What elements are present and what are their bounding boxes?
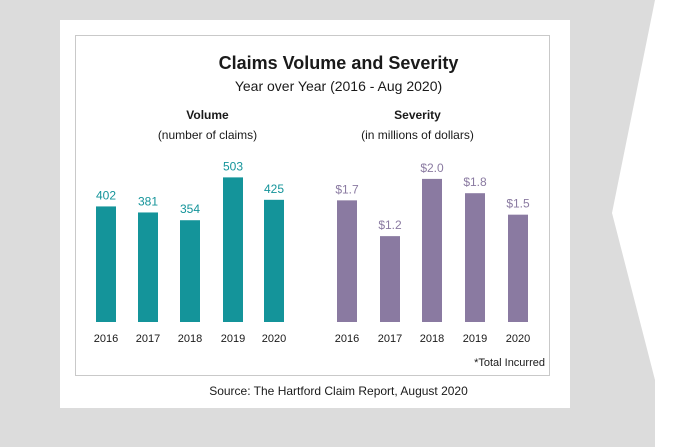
severity-value-label-2019: $1.8 bbox=[463, 175, 487, 189]
volume-value-label-2017: 381 bbox=[138, 194, 158, 208]
volume-bar-2018 bbox=[180, 220, 200, 322]
source-text: Source: The Hartford Claim Report, Augus… bbox=[209, 384, 468, 398]
volume-value-label-2019: 503 bbox=[223, 159, 243, 173]
volume-tick-label-2018: 2018 bbox=[178, 333, 202, 345]
chart-frame bbox=[75, 35, 550, 376]
severity-bar-2018 bbox=[422, 178, 442, 322]
severity-bar-2020 bbox=[508, 214, 528, 322]
volume-bar-2020 bbox=[264, 199, 284, 322]
volume-tick-label-2016: 2016 bbox=[94, 333, 118, 345]
volume-tick-label-2017: 2017 bbox=[136, 333, 160, 345]
severity-value-label-2017: $1.2 bbox=[378, 218, 402, 232]
severity-tick-label-2019: 2019 bbox=[463, 333, 487, 345]
severity-tick-label-2018: 2018 bbox=[420, 333, 444, 345]
severity-value-label-2020: $1.5 bbox=[506, 197, 530, 211]
volume-tick-label-2020: 2020 bbox=[262, 333, 286, 345]
chart-subtitle: Year over Year (2016 - Aug 2020) bbox=[234, 78, 443, 94]
volume-tick-label-2019: 2019 bbox=[221, 333, 245, 345]
volume-panel-title: Volume bbox=[186, 108, 229, 122]
severity-value-label-2018: $2.0 bbox=[420, 161, 444, 175]
total-incurred-note: *Total Incurred bbox=[474, 357, 545, 369]
volume-value-label-2016: 402 bbox=[96, 188, 116, 202]
volume-bar-2019 bbox=[223, 177, 243, 322]
severity-bar-2019 bbox=[465, 193, 485, 322]
severity-panel-subtitle: (in millions of dollars) bbox=[361, 128, 474, 142]
severity-tick-label-2020: 2020 bbox=[506, 333, 530, 345]
severity-tick-label-2017: 2017 bbox=[378, 333, 402, 345]
severity-bar-2017 bbox=[380, 236, 400, 322]
volume-value-label-2018: 354 bbox=[180, 202, 200, 216]
chart-title: Claims Volume and Severity bbox=[218, 53, 459, 73]
severity-bar-2016 bbox=[337, 200, 357, 322]
volume-bar-2016 bbox=[96, 206, 116, 322]
severity-value-label-2016: $1.7 bbox=[335, 182, 359, 196]
severity-panel-title: Severity bbox=[394, 108, 441, 122]
severity-tick-label-2016: 2016 bbox=[335, 333, 359, 345]
volume-bar-2017 bbox=[138, 212, 158, 322]
volume-panel-subtitle: (number of claims) bbox=[157, 128, 258, 142]
volume-value-label-2020: 425 bbox=[264, 182, 284, 196]
